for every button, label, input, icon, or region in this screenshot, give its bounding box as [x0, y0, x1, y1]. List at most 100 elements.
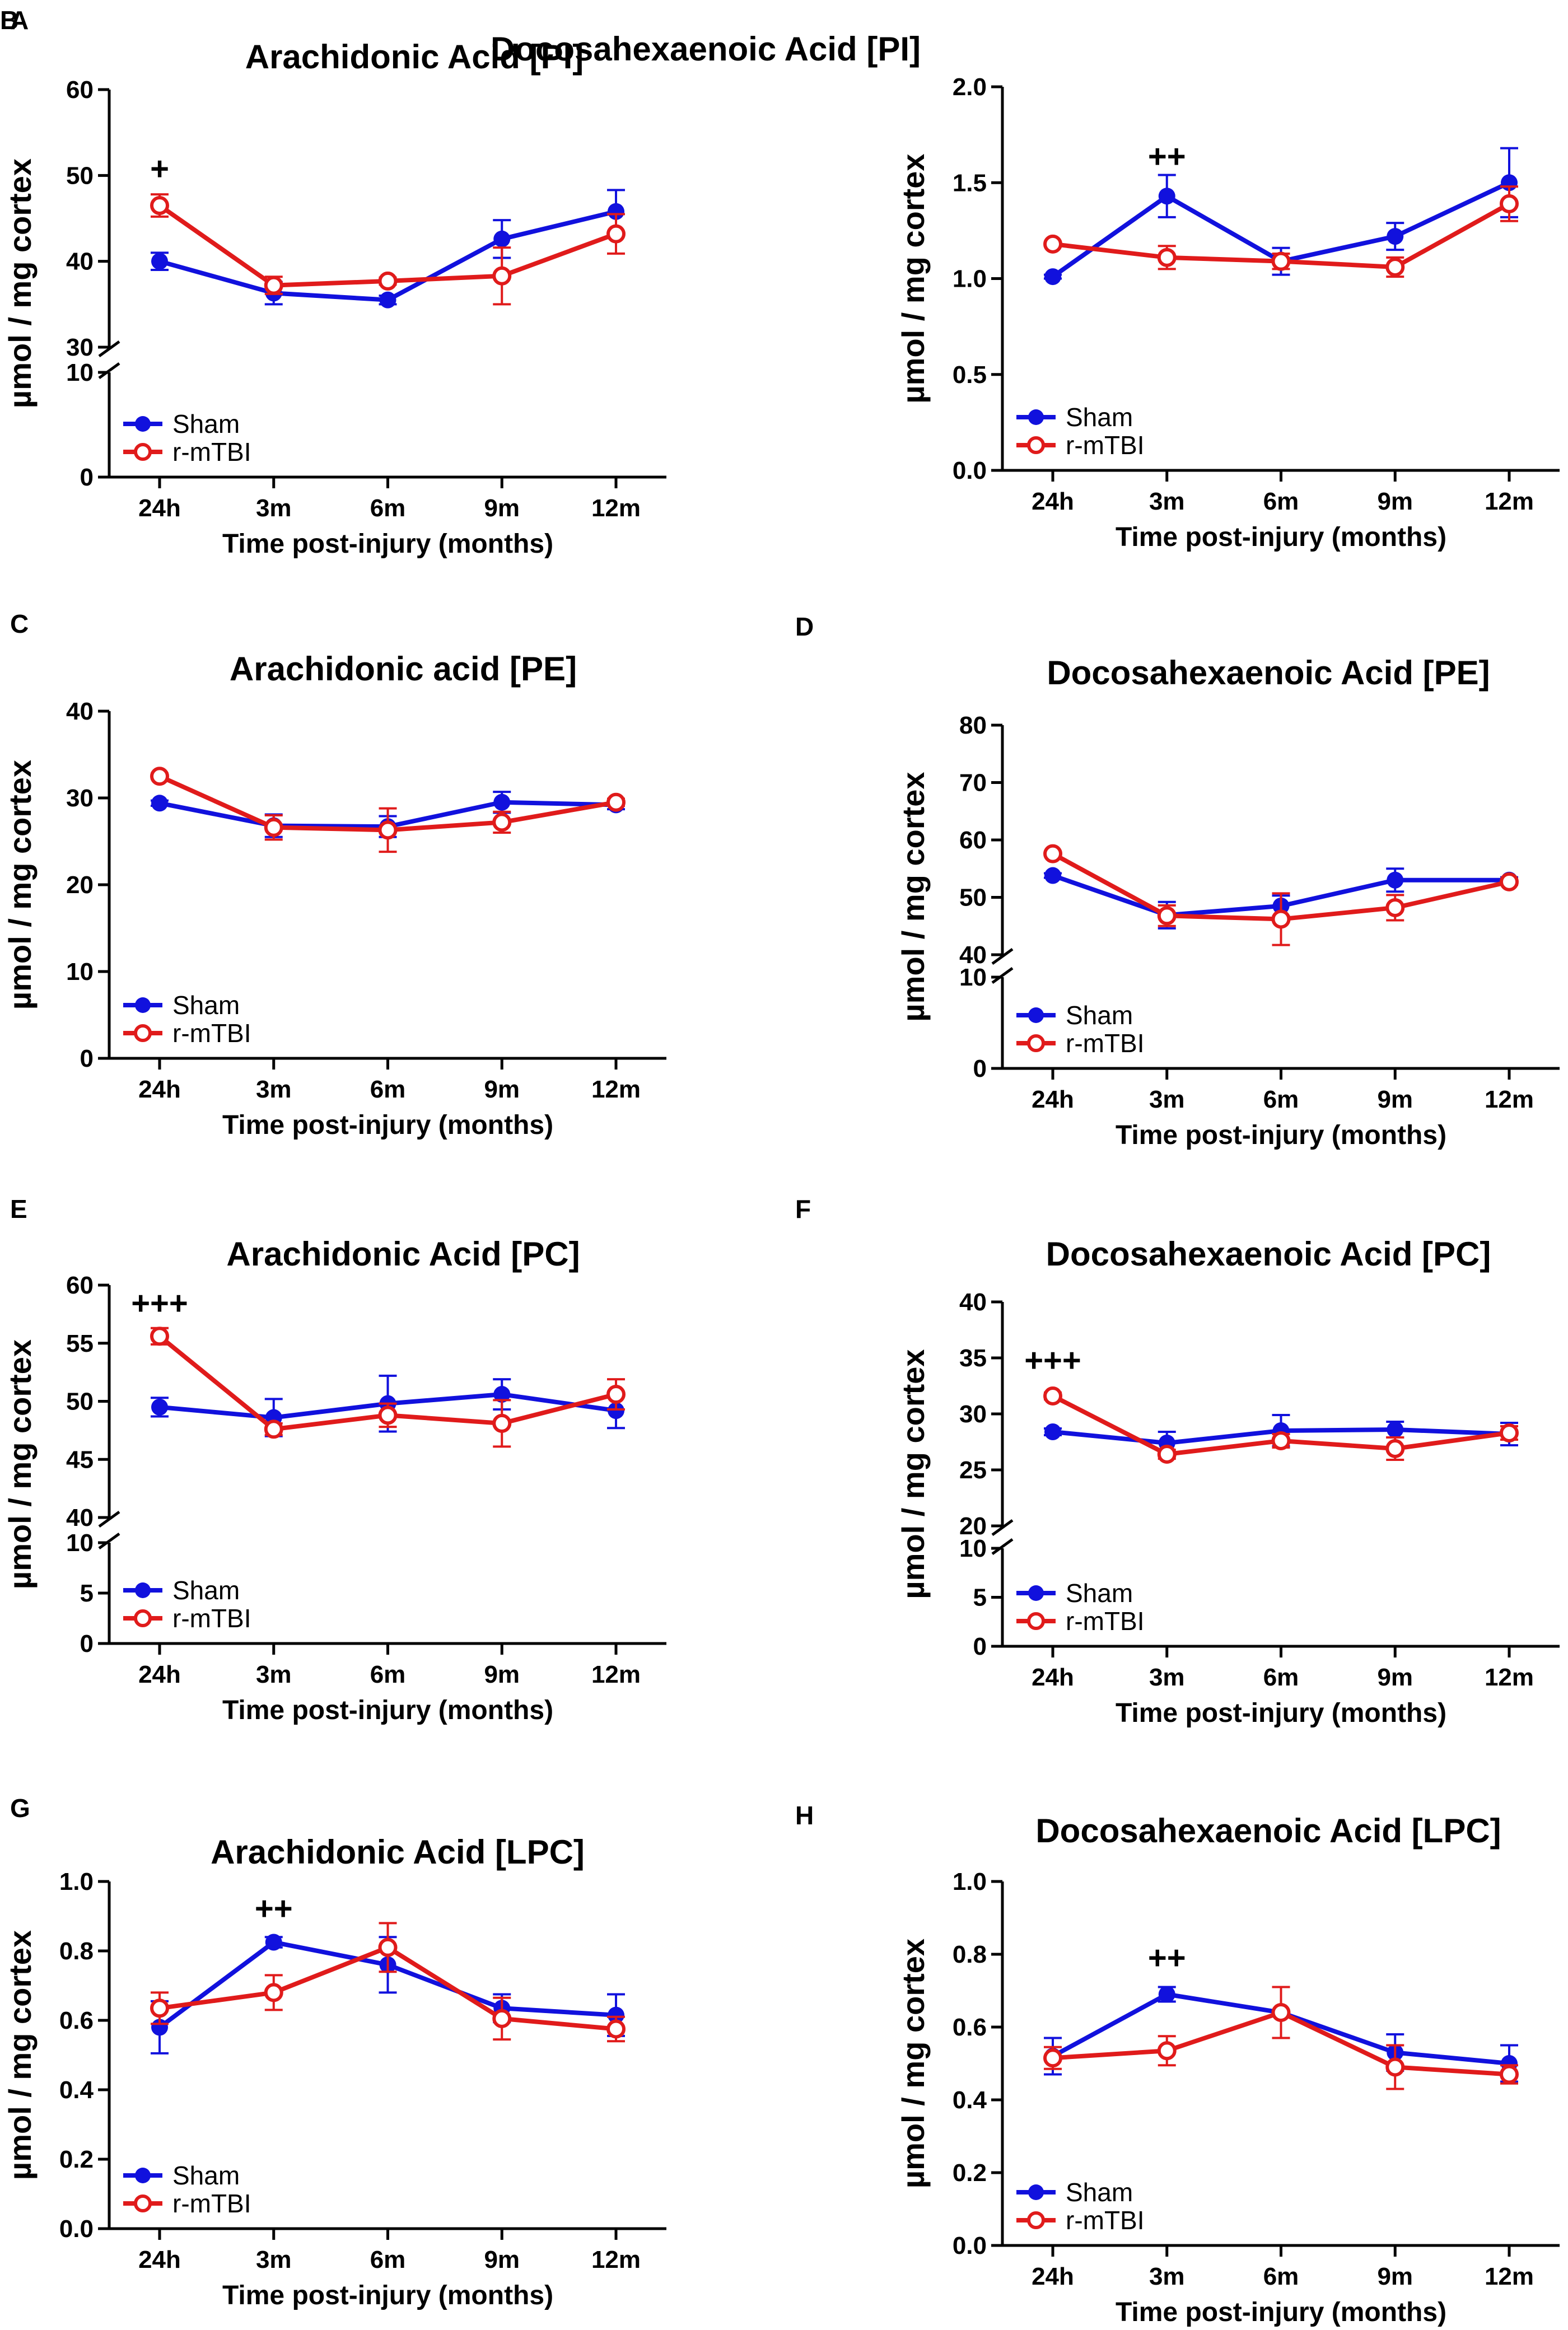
- axis-break-mark: [991, 947, 1014, 965]
- x-tick-label: 24h: [138, 2246, 181, 2273]
- significance-marker: ++: [255, 1890, 293, 1927]
- data-point: [492, 1413, 512, 1433]
- legend-label-sham: Sham: [1066, 403, 1133, 432]
- y-tick-label: 20: [959, 1512, 987, 1540]
- data-point: [1385, 1439, 1405, 1458]
- x-axis-label: Time post-injury (months): [1116, 1120, 1446, 1150]
- x-tick-label: 12m: [591, 1661, 641, 1688]
- series-rmtbi: [150, 1922, 626, 2043]
- y-tick-label: 0: [80, 1630, 94, 1657]
- legend-marker: [1027, 2211, 1045, 2229]
- y-tick-label: 0.8: [953, 1941, 987, 1968]
- axis-break-mark: [991, 1538, 1014, 1556]
- chart-title: Docosahexaenoic Acid [LPC]: [1035, 1812, 1501, 1850]
- chart-title: Docosahexaenoic Acid [PC]: [1046, 1235, 1491, 1273]
- y-tick-label: 0: [973, 1633, 987, 1660]
- x-tick-label: 12m: [591, 2246, 641, 2273]
- y-tick-label: 70: [959, 769, 987, 797]
- x-tick-label: 6m: [370, 494, 406, 522]
- data-point: [265, 1934, 282, 1951]
- legend-marker: [135, 416, 151, 432]
- x-axis-label: Time post-injury (months): [1116, 522, 1446, 552]
- y-axis-label: µmol / mg cortex: [2, 158, 38, 408]
- data-point: [1157, 2041, 1177, 2061]
- significance-marker: +++: [131, 1285, 188, 1322]
- chart-title: Docosahexaenoic Acid [PI]: [491, 30, 921, 68]
- y-tick-label: 30: [66, 785, 94, 812]
- axis-break-mark: [991, 966, 1014, 984]
- x-tick-label: 9m: [484, 1076, 520, 1103]
- x-tick-label: 3m: [256, 1076, 292, 1103]
- x-tick-label: 6m: [370, 1661, 406, 1688]
- axis-break-mark: [98, 362, 120, 380]
- data-point: [378, 820, 398, 840]
- legend-label-rmtbi: r-mTBI: [1066, 1607, 1145, 1636]
- data-point: [1158, 188, 1175, 205]
- y-tick-label: 10: [66, 958, 94, 986]
- series-rmtbi: [1043, 1386, 1519, 1464]
- y-tick-label: 0.8: [59, 1937, 94, 1965]
- y-axis-label: µmol / mg cortex: [895, 1349, 931, 1599]
- axis-break-mark: [98, 1510, 120, 1528]
- y-axis-label: µmol / mg cortex: [2, 760, 38, 1010]
- x-tick-label: 6m: [1263, 1664, 1299, 1691]
- data-point: [493, 1386, 511, 1403]
- significance-marker: ++: [1148, 1940, 1186, 1976]
- data-point: [378, 1937, 398, 1957]
- legend-marker: [134, 1024, 152, 1042]
- legend-marker: [1028, 1585, 1044, 1601]
- x-tick-label: 3m: [1149, 1664, 1185, 1691]
- y-tick-label: 0.2: [59, 2146, 94, 2173]
- data-point: [1044, 867, 1061, 884]
- y-tick-label: 10: [66, 1529, 94, 1557]
- data-point: [606, 792, 626, 812]
- chart-panel-h: H Docosahexaenoic Acid [LPC] 0.0 0.2 0.4 0.6 0…: [795, 1801, 1560, 2327]
- data-point: [1500, 872, 1519, 891]
- x-axis-label: Time post-injury (months): [222, 1110, 553, 1140]
- data-point: [1385, 257, 1405, 277]
- data-point: [1500, 1423, 1519, 1442]
- y-tick-label: 0.0: [59, 2215, 94, 2243]
- legend-label-rmtbi: r-mTBI: [172, 437, 251, 466]
- x-tick-label: 24h: [138, 494, 181, 522]
- panel-letter: E: [10, 1194, 27, 1224]
- chart-title: Arachidonic Acid [LPC]: [211, 1833, 585, 1871]
- x-tick-label: 9m: [484, 494, 520, 522]
- panel-letter: D: [795, 612, 814, 641]
- data-point: [608, 2006, 624, 2024]
- y-tick-label: 2.0: [953, 73, 987, 101]
- legend-marker: [1027, 436, 1045, 454]
- y-tick-label: 1.0: [953, 1868, 987, 1895]
- x-tick-label: 24h: [1032, 488, 1074, 515]
- y-tick-label: 0: [973, 1055, 987, 1082]
- y-tick-label: 0.6: [59, 2007, 94, 2034]
- panel-letter: G: [10, 1794, 30, 1823]
- data-point: [1271, 1431, 1291, 1450]
- data-point: [1044, 268, 1061, 286]
- data-point: [1271, 909, 1291, 929]
- legend-marker: [134, 2194, 152, 2212]
- x-tick-label: 3m: [1149, 488, 1185, 515]
- data-point: [1157, 248, 1177, 267]
- data-point: [1271, 251, 1291, 271]
- x-tick-label: 6m: [1263, 488, 1299, 515]
- legend-marker: [134, 443, 152, 461]
- x-tick-label: 9m: [1377, 1664, 1413, 1691]
- y-tick-label: 45: [66, 1446, 94, 1473]
- x-axis-label: Time post-injury (months): [1116, 2298, 1446, 2327]
- y-tick-label: 1.5: [953, 169, 987, 197]
- data-point: [608, 1402, 624, 1420]
- y-tick-label: 0: [80, 464, 94, 491]
- data-point: [264, 818, 283, 837]
- x-tick-label: 9m: [484, 1661, 520, 1688]
- data-point: [1158, 1986, 1175, 2003]
- data-point: [151, 1398, 168, 1416]
- y-tick-label: 50: [959, 884, 987, 912]
- y-tick-label: 55: [66, 1330, 94, 1357]
- x-tick-label: 9m: [1377, 488, 1413, 515]
- x-tick-label: 6m: [370, 2246, 406, 2273]
- legend-marker: [135, 2168, 151, 2183]
- y-tick-label: 5: [80, 1580, 94, 1607]
